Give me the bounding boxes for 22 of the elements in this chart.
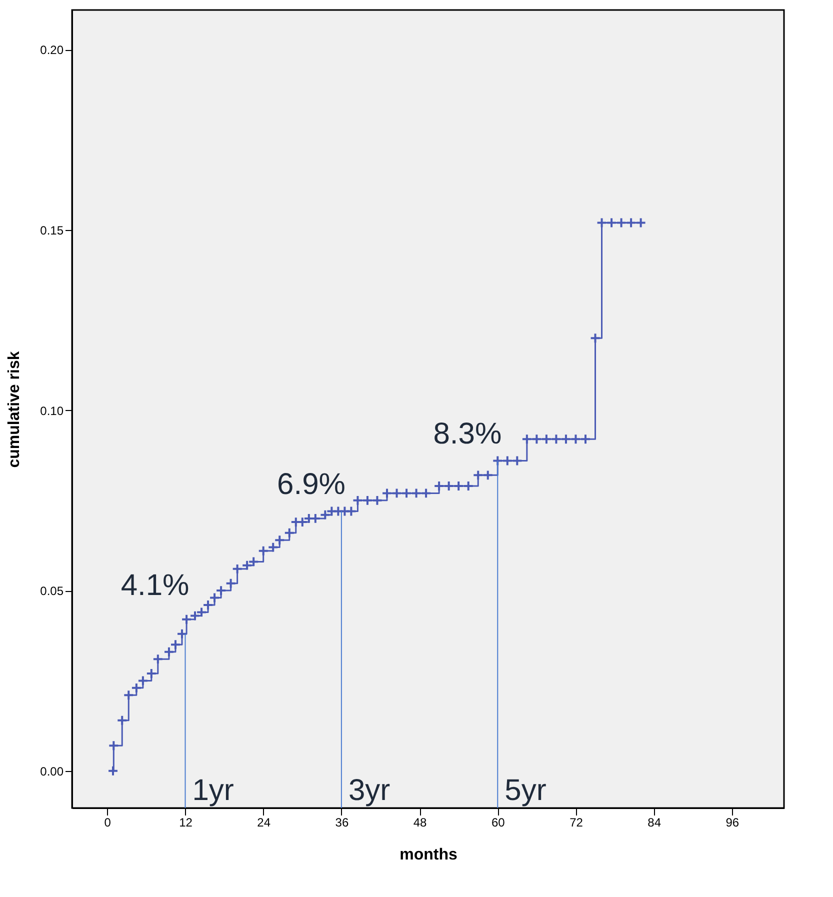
x-tick-label: 72 — [570, 816, 584, 830]
annotation: 4.1% — [120, 569, 190, 602]
x-tick-label: 0 — [104, 816, 112, 830]
x-axis-title: months — [400, 846, 458, 864]
y-tick-label: 0.10 — [40, 404, 64, 418]
annotation: 8.3% — [433, 418, 502, 451]
x-tick-label: 96 — [726, 816, 740, 830]
x-tick-label: 24 — [257, 816, 271, 830]
annotation: 6.9% — [277, 468, 346, 502]
y-tick-label: 0.05 — [40, 584, 64, 598]
x-tick-label: 84 — [648, 816, 662, 830]
x-tick-label: 48 — [413, 816, 428, 830]
ref-line-label: 5yr — [504, 774, 546, 807]
x-tick-label: 36 — [335, 816, 349, 830]
x-tick-label: 60 — [491, 816, 506, 830]
ref-line-label: 1yr — [192, 774, 234, 807]
y-axis-title: cumulative risk — [6, 351, 24, 468]
y-tick-label: 0.00 — [40, 764, 64, 778]
y-tick-label: 0.15 — [40, 223, 64, 238]
y-tick-label: 0.20 — [40, 43, 64, 58]
ref-line-label: 3yr — [348, 774, 390, 807]
x-tick-label: 12 — [179, 816, 193, 830]
